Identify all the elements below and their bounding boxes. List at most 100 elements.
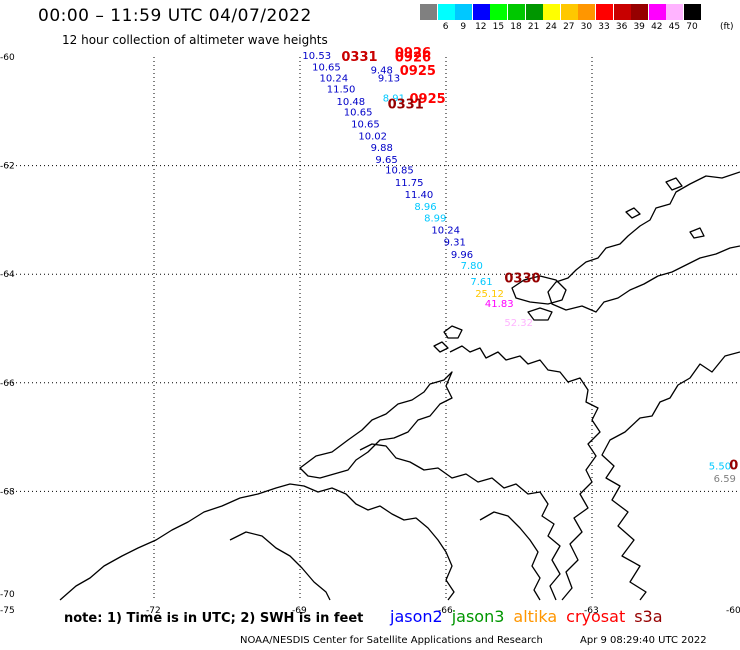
wave-height-point: 7.61 [470, 277, 492, 288]
colorbar-swatch [648, 4, 666, 20]
colorbar-swatch [472, 4, 490, 20]
island-small-6 [689, 227, 705, 239]
island-anvers [511, 275, 567, 305]
alexander-island-coast [299, 371, 453, 479]
wave-height-point: 11.40 [405, 190, 434, 201]
wave-height-point: 6.59 [714, 474, 736, 485]
wave-height-point: 8.96 [414, 202, 436, 213]
pass-time-label: 0330 [504, 271, 540, 286]
colorbar-unit: (ft) [720, 22, 734, 32]
wave-height-point: 11.50 [327, 84, 356, 95]
wave-height-point: 52.32 [504, 318, 533, 329]
wave-height-point: 10.24 [319, 73, 348, 84]
longitude-tick-label: -69 [292, 606, 307, 616]
wave-height-point: 9.48 [371, 65, 393, 76]
wave-height-point: 10.65 [351, 120, 380, 131]
wave-height-point: 10.53 [302, 51, 331, 62]
chart-subtitle: 12 hour collection of altimeter wave hei… [62, 33, 328, 47]
colorbar-label: 15 [492, 22, 505, 32]
inner-sound-line [229, 531, 331, 601]
island-small-2 [443, 325, 463, 339]
longitude-tick-label: -60 [726, 606, 740, 616]
longitude-tick-label: -66 [438, 606, 453, 616]
colorbar-swatch [437, 4, 455, 20]
latitude-tick-label: -60 [0, 53, 15, 63]
island-small-3 [433, 341, 449, 353]
longitude-tick-label: -63 [584, 606, 599, 616]
marguerite-bay-coast [359, 443, 561, 601]
colorbar-label: 36 [615, 22, 628, 32]
pass-time-label: 0925 [410, 92, 446, 107]
coastline [59, 171, 740, 601]
wave-height-point: 8.91 [383, 94, 405, 105]
island-small-5 [665, 177, 683, 191]
pass-time-label: 0926 [395, 50, 431, 65]
colorbar-label: 70 [686, 22, 698, 32]
colorbar-label: 42 [651, 22, 663, 32]
legend-mission-jason3: jason3 [451, 607, 505, 626]
longitude-tick-label: -72 [146, 606, 161, 616]
island-small-4 [625, 207, 641, 219]
colorbar-swatch [560, 4, 578, 20]
colorbar-label: 27 [563, 22, 575, 32]
wave-height-point: 9.31 [444, 237, 466, 248]
colorbar-label: 18 [510, 22, 522, 32]
colorbar-swatch [631, 4, 649, 20]
legend-mission-altika: altika [513, 607, 558, 626]
credit-line: NOAA/NESDIS Center for Satellite Applica… [240, 635, 543, 646]
chart-title: 00:00 – 11:59 UTC 04/07/2022 [38, 6, 312, 26]
peninsula-inner-coast [449, 345, 601, 601]
george-vi-sound [59, 483, 455, 601]
northern-coast [547, 171, 740, 313]
mission-legend: jason2 jason3 altika cryosat s3a [390, 607, 672, 626]
colorbar-label: 33 [598, 22, 610, 32]
wave-height-point: 10.85 [385, 166, 414, 177]
colorbar-swatch [684, 4, 701, 20]
wave-height-point: 25.12 [475, 289, 504, 300]
latitude-tick-label: -68 [0, 487, 15, 497]
colorbar-swatch [666, 4, 684, 20]
colorbar-swatch [420, 4, 437, 20]
pass-time-label: 0331 [341, 50, 377, 65]
colorbar-swatch [525, 4, 543, 20]
wave-height-point: 11.75 [395, 178, 424, 189]
colorbar-label: 21 [527, 22, 540, 32]
generated-timestamp: Apr 9 08:29:40 UTC 2022 [580, 635, 707, 646]
wave-height-point: 9.13 [378, 73, 400, 84]
pass-time-label: 0925 [400, 64, 436, 79]
pass-time-label: 0331 [388, 98, 424, 113]
longitude-tick-label: -75 [0, 606, 15, 616]
wave-height-point: 9.65 [375, 155, 397, 166]
island-small-1 [527, 307, 553, 321]
peninsula-west-coast [601, 351, 740, 601]
colorbar-swatch [613, 4, 631, 20]
wave-height-point: 9.88 [371, 143, 393, 154]
colorbar-swatch [455, 4, 473, 20]
colorbar-swatch [543, 4, 561, 20]
pass-time-label: 0926 [395, 46, 431, 61]
colorbar-swatch [596, 4, 613, 20]
wave-height-point: 41.83 [485, 299, 514, 310]
colorbar-swatch [578, 4, 596, 20]
wave-height-point: 10.24 [431, 225, 460, 236]
wave-height-point: 10.65 [312, 63, 341, 74]
wave-height-point: 10.65 [344, 108, 373, 119]
wave-height-point: 8.99 [424, 214, 446, 225]
colorbar-label: 45 [668, 22, 681, 32]
colorbar-label: 30 [580, 22, 593, 32]
pass-time-label: 0 [729, 459, 738, 474]
legend-mission-cryosat: cryosat [566, 607, 626, 626]
legend-mission-s3a: s3a [634, 607, 663, 626]
wave-height-point: 5.50 [709, 462, 731, 473]
latitude-tick-label: -62 [0, 162, 15, 172]
footnote: note: 1) Time is in UTC; 2) SWH is in fe… [64, 611, 364, 626]
latitude-tick-label: -66 [0, 379, 15, 389]
colorbar-label: 12 [475, 22, 487, 32]
wilkins-coast [479, 511, 541, 601]
colorbar-swatch [508, 4, 525, 20]
colorbar-swatch [490, 4, 508, 20]
wave-height-point: 10.48 [337, 97, 366, 108]
wave-height-point: 9.96 [451, 250, 473, 261]
